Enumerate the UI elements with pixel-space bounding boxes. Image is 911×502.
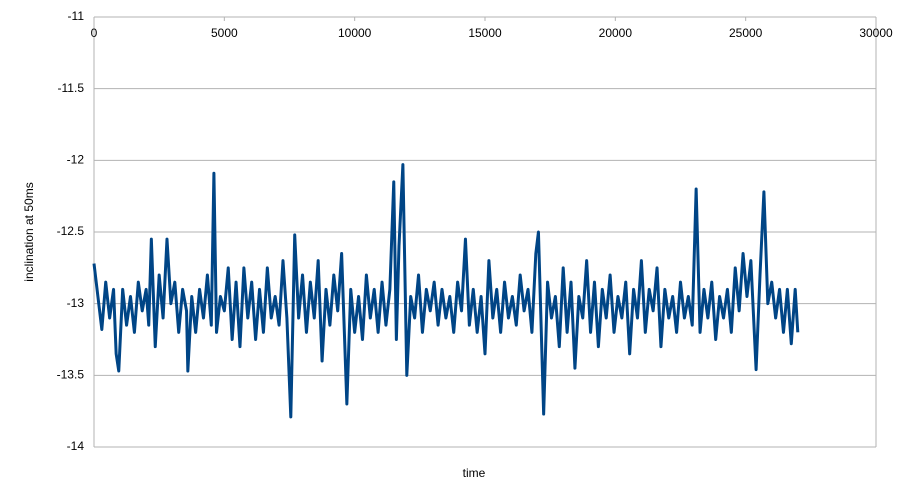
x-tick-label: 5000 <box>211 26 238 40</box>
x-tick-label: 10000 <box>338 26 372 40</box>
y-tick-label: -12 <box>67 153 85 167</box>
x-axis-label: time <box>463 466 486 480</box>
x-tick-label: 0 <box>91 26 98 40</box>
y-axis-label: inclination at 50ms <box>22 182 36 281</box>
y-tick-label: -11.5 <box>58 81 85 95</box>
y-tick-label: -12.5 <box>57 224 85 238</box>
x-tick-label: 30000 <box>859 26 893 40</box>
y-tick-label: -13 <box>67 296 85 310</box>
x-tick-label: 15000 <box>468 26 502 40</box>
data-line <box>92 163 800 419</box>
x-tick-label: 20000 <box>599 26 633 40</box>
y-tick-label: -13.5 <box>57 368 85 382</box>
y-tick-label: -14 <box>67 439 85 453</box>
y-tick-label: -11 <box>68 9 85 23</box>
x-tick-label: 25000 <box>729 26 763 40</box>
